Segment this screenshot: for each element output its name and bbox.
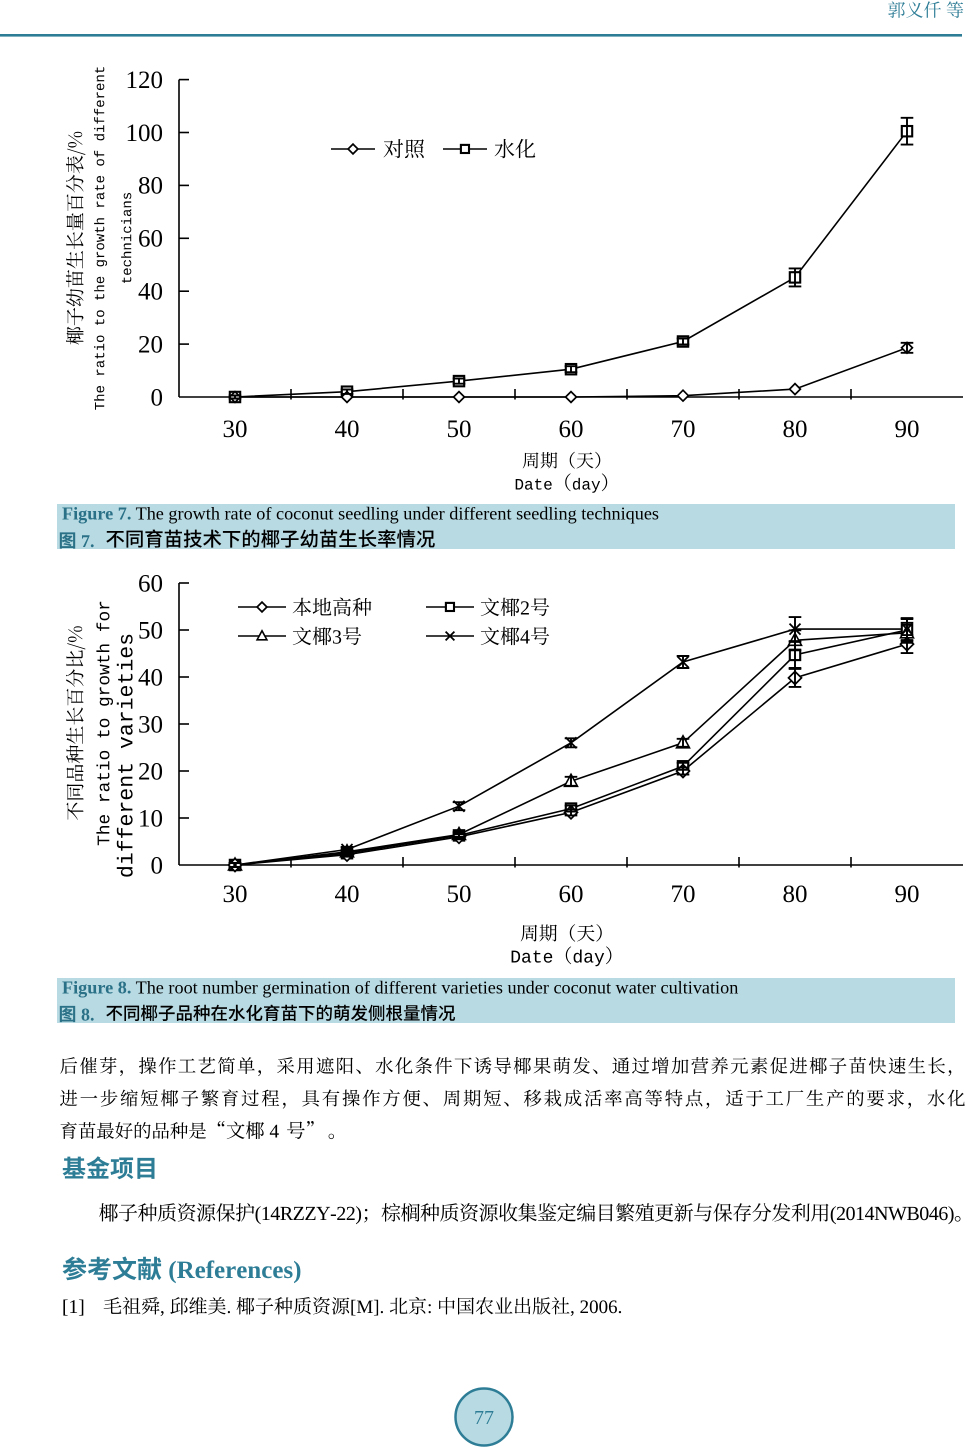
svg-text:50: 50 — [138, 617, 163, 644]
svg-text:40: 40 — [138, 664, 163, 691]
svg-text:60: 60 — [138, 570, 163, 597]
svg-text:60: 60 — [559, 881, 584, 908]
svg-text:30: 30 — [223, 881, 248, 908]
svg-text:100: 100 — [126, 120, 164, 147]
svg-text:70: 70 — [671, 416, 696, 443]
svg-text:20: 20 — [138, 331, 163, 358]
svg-text:50: 50 — [447, 416, 472, 443]
svg-text:40: 40 — [138, 279, 163, 306]
svg-text:90: 90 — [895, 416, 920, 443]
svg-text:60: 60 — [559, 416, 584, 443]
svg-text:Figure 7. The growth rate of c: Figure 7. The growth rate of coconut see… — [62, 504, 659, 524]
svg-text:Figure 8. The root number germ: Figure 8. The root number germination of… — [62, 978, 738, 998]
svg-text:30: 30 — [138, 711, 163, 738]
svg-text:70: 70 — [671, 881, 696, 908]
svg-text:50: 50 — [447, 881, 472, 908]
svg-text:10: 10 — [138, 805, 163, 832]
svg-text:60: 60 — [138, 226, 163, 253]
svg-text:90: 90 — [895, 881, 920, 908]
svg-text:80: 80 — [783, 416, 808, 443]
svg-text:0: 0 — [151, 852, 164, 879]
svg-text:40: 40 — [335, 881, 360, 908]
svg-text:77: 77 — [474, 1407, 494, 1429]
svg-text:0: 0 — [151, 384, 164, 411]
svg-text:120: 120 — [126, 67, 164, 94]
svg-text:80: 80 — [783, 881, 808, 908]
svg-text:40: 40 — [335, 416, 360, 443]
svg-text:80: 80 — [138, 173, 163, 200]
svg-text:30: 30 — [223, 416, 248, 443]
svg-text:20: 20 — [138, 758, 163, 785]
